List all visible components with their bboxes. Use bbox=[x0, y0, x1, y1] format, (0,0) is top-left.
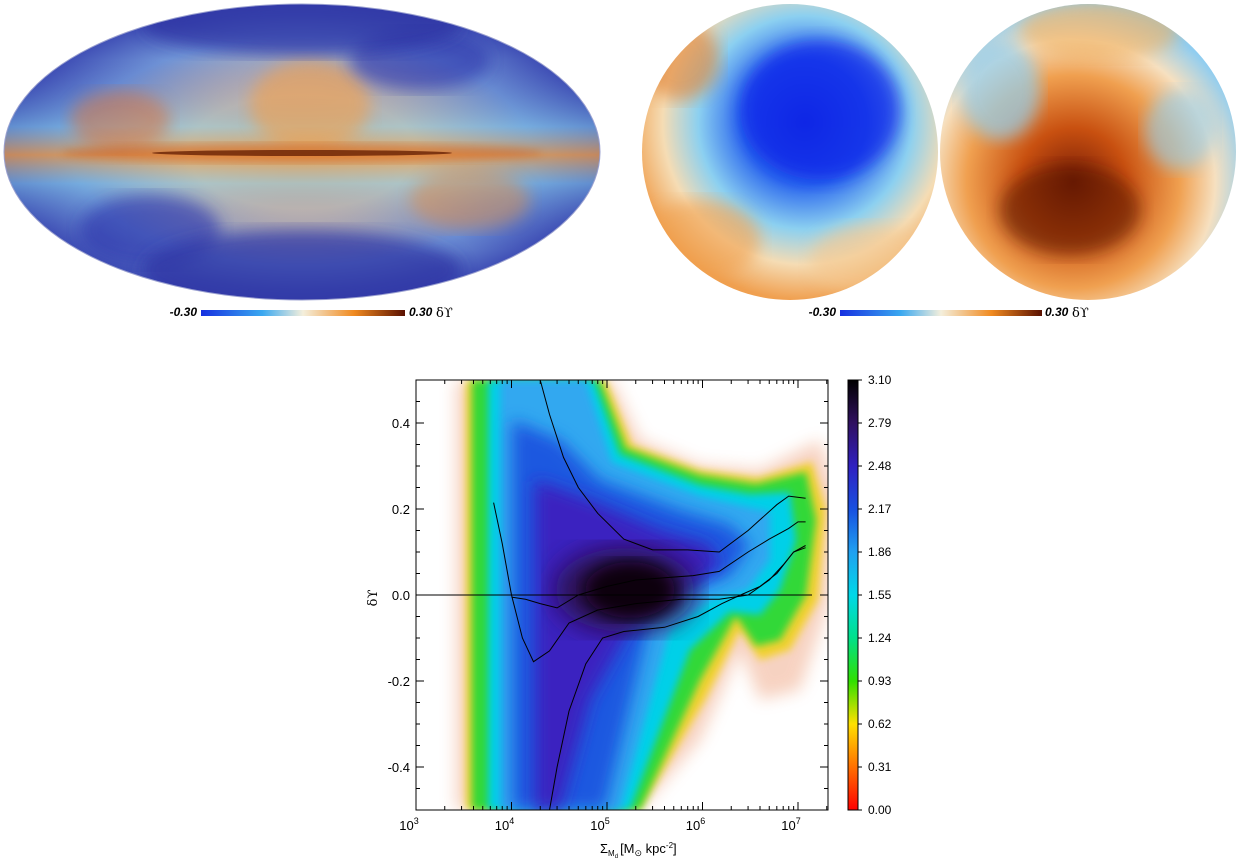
hemisphere-map-left bbox=[642, 4, 938, 300]
x-tick-label: 103 bbox=[399, 816, 418, 833]
upper-percentile-curve bbox=[539, 380, 806, 553]
x-axis: 103 104 105 106 107 bbox=[399, 380, 828, 833]
y-tick-label: -0.2 bbox=[388, 674, 410, 689]
sky-map-mollweide bbox=[3, 3, 601, 301]
density-plot: 103 104 105 106 107 0.4 0.2 0.0 -0.2 -0.4 ΣMd[M⊙… bbox=[366, 379, 829, 860]
median-curve bbox=[511, 521, 806, 609]
x-axis-title: ΣMd[M⊙ kpc-2] bbox=[600, 841, 677, 860]
left-colorbar-min-label: -0.30 bbox=[170, 305, 198, 319]
left-colorbar-max-label: 0.30 bbox=[409, 305, 433, 319]
y-tick-label: 0.2 bbox=[392, 502, 410, 517]
density-colorbar: 3.10 2.79 2.48 2.17 1.86 1.55 1.24 0.93 0.62 0.31… bbox=[847, 373, 892, 817]
x-tick-label: 107 bbox=[781, 816, 800, 833]
colorbar-tick-label: 2.17 bbox=[868, 502, 892, 516]
colorbar-tick-label: 1.86 bbox=[868, 545, 892, 559]
lowest-percentile-curve bbox=[549, 545, 806, 810]
colorbar-tick-label: 1.55 bbox=[868, 588, 892, 602]
y-tick-label: -0.4 bbox=[388, 760, 410, 775]
left-colorbar-gradient bbox=[201, 310, 405, 316]
colorbar-tick-label: 2.79 bbox=[868, 416, 892, 430]
y-tick-label: 0.0 bbox=[392, 588, 410, 603]
right-map-colorbar: -0.30 0.30 δϒ bbox=[809, 305, 1089, 321]
left-colorbar-unit: δϒ bbox=[436, 306, 453, 321]
right-colorbar-min-label: -0.30 bbox=[809, 305, 837, 319]
density-colorbar-gradient bbox=[847, 379, 859, 811]
colorbar-tick-label: 0.93 bbox=[868, 674, 892, 688]
colorbar-tick-label: 0.00 bbox=[868, 803, 892, 817]
colorbar-tick-label: 1.24 bbox=[868, 631, 892, 645]
x-tick-label: 105 bbox=[590, 816, 609, 833]
x-tick-label: 106 bbox=[686, 816, 705, 833]
hemisphere-map-right bbox=[940, 4, 1236, 300]
colorbar-tick-label: 0.31 bbox=[868, 760, 892, 774]
lower-percentile-curve bbox=[493, 502, 806, 663]
x-tick-label: 104 bbox=[495, 816, 514, 833]
right-colorbar-max-label: 0.30 bbox=[1045, 305, 1069, 319]
y-axis-title: δϒ bbox=[366, 590, 381, 607]
density-colorbar-ticks: 3.10 2.79 2.48 2.17 1.86 1.55 1.24 0.93 0.62 0.31… bbox=[858, 373, 892, 817]
colorbar-tick-label: 0.62 bbox=[868, 717, 892, 731]
right-colorbar-unit: δϒ bbox=[1072, 306, 1089, 321]
curves bbox=[416, 380, 812, 810]
right-colorbar-gradient bbox=[840, 310, 1042, 316]
y-tick-label: 0.4 bbox=[392, 416, 410, 431]
colorbar-tick-label: 3.10 bbox=[868, 373, 892, 387]
colorbar-tick-label: 2.48 bbox=[868, 459, 892, 473]
left-map-colorbar: -0.30 0.30 δϒ bbox=[170, 305, 453, 321]
y-axis: 0.4 0.2 0.0 -0.2 -0.4 bbox=[388, 379, 828, 811]
